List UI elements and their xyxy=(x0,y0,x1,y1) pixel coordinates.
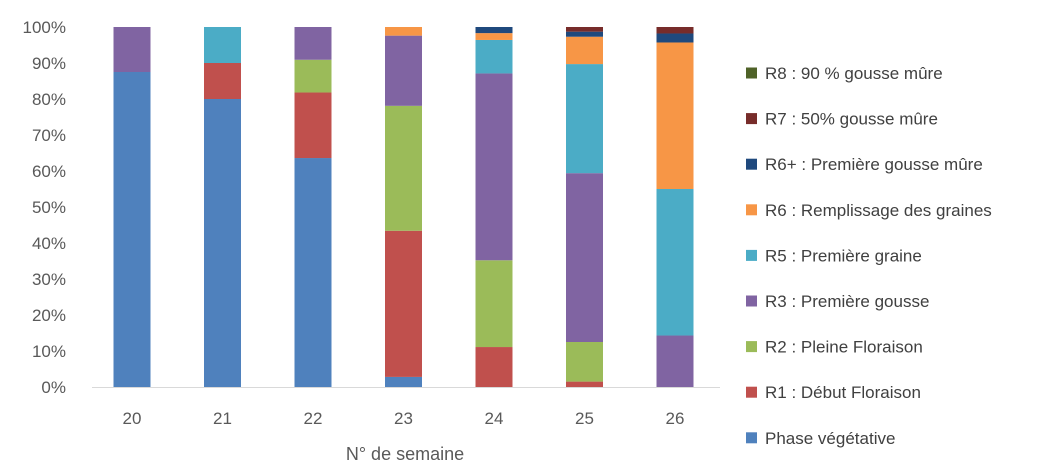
bar-segment xyxy=(566,381,603,387)
y-tick-label: 30% xyxy=(32,270,66,289)
bar-segment xyxy=(475,73,513,261)
legend-swatch xyxy=(746,432,757,444)
bar-segment xyxy=(475,27,513,34)
bar-segment xyxy=(656,335,694,387)
bar-segment xyxy=(475,260,513,348)
bar-segment xyxy=(204,63,241,99)
legend: R8 : 90 % gousse mûre R7 : 50% gousse mûr… xyxy=(746,64,992,448)
legend-swatch xyxy=(746,295,757,307)
legend-entry: R7 : 50% gousse mûre xyxy=(746,110,938,129)
y-axis: 0% 10% 20% 30% 40% 50% 60% 70% 80% 90% 100% xyxy=(23,18,66,397)
bar-segment xyxy=(385,376,422,387)
bar-segment xyxy=(475,39,513,74)
bar-segment xyxy=(475,33,513,40)
y-tick-label: 60% xyxy=(32,162,66,181)
x-tick-label: 26 xyxy=(666,409,685,428)
x-axis: 20 21 22 23 24 25 26 xyxy=(123,409,685,428)
bar-segment xyxy=(204,99,241,387)
legend-swatch xyxy=(746,204,757,216)
legend-swatch xyxy=(746,386,757,398)
legend-swatch xyxy=(746,113,757,125)
bar-segment xyxy=(475,347,513,387)
y-tick-label: 0% xyxy=(41,378,66,397)
bar-segment xyxy=(566,27,603,32)
y-tick-label: 10% xyxy=(32,342,66,361)
bar-segment xyxy=(566,64,603,174)
x-tick-label: 20 xyxy=(123,409,142,428)
bar-segment xyxy=(385,35,422,106)
legend-entry: R3 : Première gousse xyxy=(746,292,929,311)
legend-label: R7 : 50% gousse mûre xyxy=(765,110,938,129)
legend-entry: R6 : Remplissage des graines xyxy=(746,201,992,220)
bar-segment xyxy=(656,42,694,190)
bar-segment xyxy=(294,59,332,93)
legend-label: R1 : Début Floraison xyxy=(765,383,921,402)
y-tick-label: 80% xyxy=(32,90,66,109)
bar-segment xyxy=(385,230,422,377)
bar-segment xyxy=(656,189,694,336)
legend-entry: R2 : Pleine Floraison xyxy=(746,338,923,357)
legend-label: R2 : Pleine Floraison xyxy=(765,338,923,357)
y-tick-label: 50% xyxy=(32,198,66,217)
x-tick-label: 23 xyxy=(394,409,413,428)
y-tick-label: 20% xyxy=(32,306,66,325)
legend-swatch xyxy=(746,67,757,79)
bar-segment xyxy=(113,72,151,387)
x-tick-label: 22 xyxy=(304,409,323,428)
legend-swatch xyxy=(746,249,757,261)
bar-segment xyxy=(385,105,422,231)
bar-segment xyxy=(656,33,694,43)
legend-label: R6+ : Première gousse mûre xyxy=(765,155,983,174)
bar-segment xyxy=(294,27,332,60)
legend-label: Phase végétative xyxy=(765,429,895,448)
x-tick-label: 24 xyxy=(485,409,504,428)
bars xyxy=(113,27,694,387)
x-axis-title: N° de semaine xyxy=(346,444,464,464)
bar-segment xyxy=(113,27,151,72)
legend-entry: R6+ : Première gousse mûre xyxy=(746,155,983,174)
legend-entry: R1 : Début Floraison xyxy=(746,383,921,402)
bar-segment xyxy=(294,158,332,387)
x-tick-label: 25 xyxy=(575,409,594,428)
bar-segment xyxy=(566,36,603,65)
legend-swatch xyxy=(746,341,757,353)
legend-label: R3 : Première gousse xyxy=(765,292,929,311)
y-tick-label: 70% xyxy=(32,126,66,145)
legend-label: R8 : 90 % gousse mûre xyxy=(765,64,943,83)
y-tick-label: 90% xyxy=(32,54,66,73)
legend-swatch xyxy=(746,158,757,170)
bar-segment xyxy=(385,27,422,36)
bar-segment xyxy=(566,31,603,37)
bar-segment xyxy=(656,27,694,34)
legend-entry: Phase végétative xyxy=(746,429,895,448)
bar-segment xyxy=(566,342,603,382)
bar-segment xyxy=(204,27,241,63)
y-tick-label: 100% xyxy=(23,18,66,37)
legend-entry: R8 : 90 % gousse mûre xyxy=(746,64,943,83)
bar-segment xyxy=(294,92,332,159)
legend-label: R6 : Remplissage des graines xyxy=(765,201,992,220)
x-tick-label: 21 xyxy=(213,409,232,428)
legend-label: R5 : Première graine xyxy=(765,246,922,265)
legend-entry: R5 : Première graine xyxy=(746,246,922,265)
y-tick-label: 40% xyxy=(32,234,66,253)
bar-segment xyxy=(566,173,603,342)
